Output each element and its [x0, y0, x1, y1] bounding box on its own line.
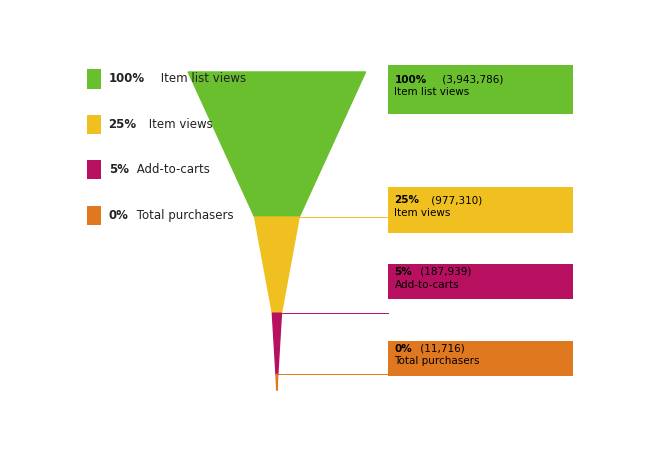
Text: Item list views: Item list views [157, 73, 247, 85]
Text: Total purchasers: Total purchasers [394, 356, 480, 366]
Polygon shape [188, 72, 366, 217]
Text: (3,943,786): (3,943,786) [439, 74, 504, 84]
FancyBboxPatch shape [388, 341, 574, 376]
Text: 100%: 100% [394, 74, 426, 84]
FancyBboxPatch shape [87, 115, 101, 134]
Text: 5%: 5% [109, 163, 129, 176]
Text: (11,716): (11,716) [417, 344, 464, 354]
FancyBboxPatch shape [388, 188, 574, 233]
Text: 100%: 100% [109, 73, 145, 85]
Text: 0%: 0% [394, 344, 412, 354]
FancyBboxPatch shape [388, 65, 574, 114]
Text: (187,939): (187,939) [417, 267, 471, 277]
Text: 5%: 5% [394, 267, 412, 277]
FancyBboxPatch shape [388, 264, 574, 299]
Text: Item views: Item views [394, 208, 451, 218]
Polygon shape [254, 217, 299, 313]
Text: Add-to-carts: Add-to-carts [394, 280, 459, 290]
Text: Item list views: Item list views [394, 87, 470, 97]
Polygon shape [276, 375, 278, 390]
Text: 0%: 0% [109, 209, 128, 222]
FancyBboxPatch shape [87, 69, 101, 89]
Text: Item views: Item views [145, 118, 213, 131]
FancyBboxPatch shape [87, 206, 101, 225]
Text: Add-to-carts: Add-to-carts [133, 163, 210, 176]
Text: (977,310): (977,310) [428, 195, 482, 205]
Polygon shape [272, 313, 281, 375]
Text: Total purchasers: Total purchasers [133, 209, 233, 222]
FancyBboxPatch shape [87, 160, 101, 179]
Text: 25%: 25% [109, 118, 137, 131]
Text: 25%: 25% [394, 195, 419, 205]
